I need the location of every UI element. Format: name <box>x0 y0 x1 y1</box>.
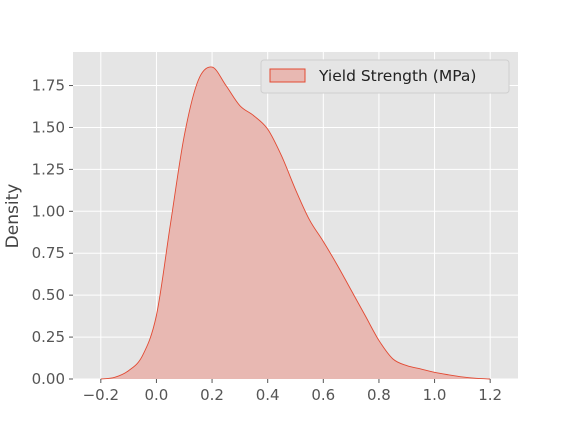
density-curve-line <box>100 66 491 380</box>
x-tick-label: 0.8 <box>367 386 391 404</box>
y-tick-label: 1.50 <box>32 118 65 136</box>
legend-swatch <box>269 68 306 83</box>
y-tick-label: 0.75 <box>32 244 65 262</box>
y-axis-title: Density <box>3 184 23 249</box>
y-tick-label: 1.75 <box>32 77 65 95</box>
legend: Yield Strength (MPa) <box>260 59 510 94</box>
x-tick-label: 0.4 <box>256 386 280 404</box>
x-tick-label: −0.2 <box>83 386 119 404</box>
y-tick-label: 0.25 <box>32 328 65 346</box>
x-tick-label: 0.2 <box>200 386 224 404</box>
x-tick-label: 1.2 <box>478 386 502 404</box>
x-tick-label: 1.0 <box>423 386 447 404</box>
legend-label: Yield Strength (MPa) <box>318 67 476 85</box>
x-tick-label: 0.6 <box>311 386 335 404</box>
y-tick-label: 1.00 <box>32 202 65 220</box>
density-area-fill <box>100 66 491 379</box>
x-axis-ticks: −0.2 0.0 0.2 0.4 0.6 0.8 1.0 1.2 <box>83 379 502 404</box>
series-layer <box>100 66 491 380</box>
y-axis-ticks: 0.00 0.25 0.50 0.75 1.00 1.25 1.50 1.75 <box>32 77 73 388</box>
x-tick-label: 0.0 <box>145 386 169 404</box>
y-tick-label: 0.00 <box>32 370 65 388</box>
legend-box <box>260 59 510 94</box>
y-tick-label: 0.50 <box>32 286 65 304</box>
y-tick-label: 1.25 <box>32 160 65 178</box>
